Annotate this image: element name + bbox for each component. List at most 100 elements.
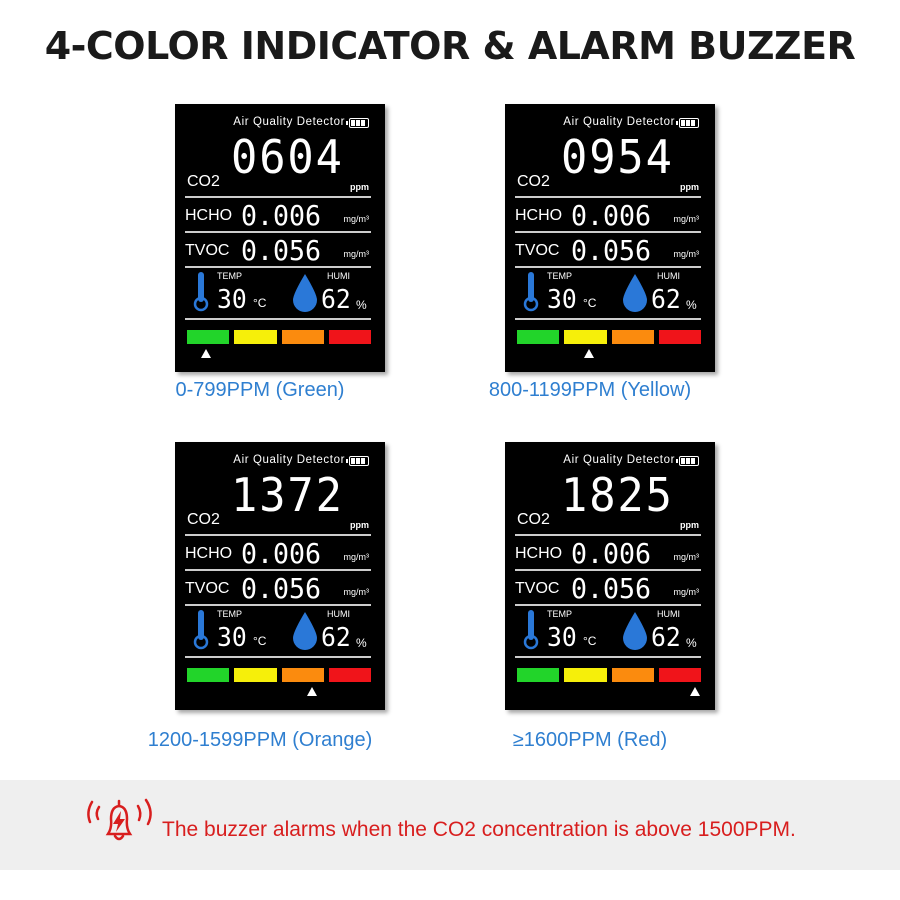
hcho-value: 0.006 xyxy=(241,537,322,570)
indicator-arrow-icon xyxy=(690,687,700,696)
humi-label: HUMI xyxy=(657,609,680,619)
co2-value: 1372 xyxy=(231,468,344,522)
temp-unit: °C xyxy=(253,634,267,648)
humi-label: HUMI xyxy=(657,271,680,281)
divider xyxy=(515,569,701,571)
indicator-bar-3 xyxy=(328,668,371,682)
tvoc-label: TVOC xyxy=(515,580,560,597)
co2-value: 1825 xyxy=(561,468,674,522)
detector-display: Air Quality Detector 0604 CO2 ppm HCHO 0… xyxy=(175,104,385,372)
indicator-bar-0 xyxy=(517,330,560,344)
indicator-bar-1 xyxy=(564,668,607,682)
ppm-unit: ppm xyxy=(350,520,369,530)
alarm-text: The buzzer alarms when the CO2 concentra… xyxy=(162,818,796,841)
temp-value: 30 xyxy=(547,285,577,315)
tvoc-value: 0.056 xyxy=(241,572,322,605)
water-drop-icon xyxy=(623,274,647,312)
tvoc-value: 0.056 xyxy=(571,234,652,267)
hcho-label: HCHO xyxy=(515,545,563,562)
temp-label: TEMP xyxy=(547,271,573,281)
humi-value: 62 xyxy=(651,623,681,653)
hcho-unit: mg/m³ xyxy=(673,552,700,562)
indicator-bar-3 xyxy=(658,668,701,682)
humi-value: 62 xyxy=(321,623,351,653)
thermometer-icon xyxy=(193,272,209,312)
divider xyxy=(185,534,371,536)
water-drop-icon xyxy=(293,612,317,650)
indicator-arrow-icon xyxy=(584,349,594,358)
humi-unit: % xyxy=(356,636,367,650)
co2-label: CO2 xyxy=(187,173,220,190)
tvoc-label: TVOC xyxy=(515,242,560,259)
indicator-bar-1 xyxy=(234,668,277,682)
divider xyxy=(185,266,371,268)
display-title: Air Quality Detector xyxy=(233,454,345,466)
divider xyxy=(515,196,701,198)
co2-label: CO2 xyxy=(517,511,550,528)
indicator-bar-2 xyxy=(611,668,654,682)
temp-unit: °C xyxy=(253,296,267,310)
color-indicator-bar xyxy=(517,668,701,682)
temp-value: 30 xyxy=(217,285,247,315)
divider xyxy=(515,266,701,268)
temp-unit: °C xyxy=(583,634,597,648)
range-caption: ≥1600PPM (Red) xyxy=(512,729,668,751)
indicator-bar-2 xyxy=(611,330,654,344)
display-title: Air Quality Detector xyxy=(563,116,675,128)
hcho-label: HCHO xyxy=(515,207,563,224)
battery-icon xyxy=(346,456,369,466)
hcho-value: 0.006 xyxy=(241,199,322,232)
divider xyxy=(515,656,701,658)
temp-label: TEMP xyxy=(217,609,243,619)
thermometer-icon xyxy=(523,610,539,650)
temp-label: TEMP xyxy=(547,609,573,619)
temp-value: 30 xyxy=(217,623,247,653)
hcho-label: HCHO xyxy=(185,207,233,224)
ppm-unit: ppm xyxy=(680,182,699,192)
indicator-bar-0 xyxy=(517,668,560,682)
battery-icon xyxy=(676,118,699,128)
tvoc-unit: mg/m³ xyxy=(673,587,700,597)
indicator-arrow-icon xyxy=(307,687,317,696)
color-indicator-bar xyxy=(517,330,701,344)
range-caption: 1200-1599PPM (Orange) xyxy=(147,729,373,751)
temp-value: 30 xyxy=(547,623,577,653)
hcho-unit: mg/m³ xyxy=(673,214,700,224)
divider xyxy=(515,318,701,320)
tvoc-unit: mg/m³ xyxy=(673,249,700,259)
water-drop-icon xyxy=(623,612,647,650)
display-title: Air Quality Detector xyxy=(233,116,345,128)
divider xyxy=(185,318,371,320)
divider xyxy=(185,196,371,198)
tvoc-unit: mg/m³ xyxy=(343,587,370,597)
indicator-bar-3 xyxy=(328,330,371,344)
range-caption: 0-799PPM (Green) xyxy=(175,379,345,401)
water-drop-icon xyxy=(293,274,317,312)
divider xyxy=(515,604,701,606)
tvoc-value: 0.056 xyxy=(571,572,652,605)
temp-unit: °C xyxy=(583,296,597,310)
tvoc-value: 0.056 xyxy=(241,234,322,267)
humi-label: HUMI xyxy=(327,609,350,619)
divider xyxy=(185,604,371,606)
hcho-value: 0.006 xyxy=(571,199,652,232)
thermometer-icon xyxy=(523,272,539,312)
alarm-band xyxy=(0,780,900,870)
indicator-bar-0 xyxy=(187,668,230,682)
divider xyxy=(185,656,371,658)
divider xyxy=(185,569,371,571)
display-title: Air Quality Detector xyxy=(563,454,675,466)
ppm-unit: ppm xyxy=(680,520,699,530)
indicator-bar-3 xyxy=(658,330,701,344)
tvoc-unit: mg/m³ xyxy=(343,249,370,259)
color-indicator-bar xyxy=(187,330,371,344)
hcho-value: 0.006 xyxy=(571,537,652,570)
tvoc-label: TVOC xyxy=(185,242,230,259)
divider xyxy=(515,231,701,233)
divider xyxy=(515,534,701,536)
detector-display: Air Quality Detector 1372 CO2 ppm HCHO 0… xyxy=(175,442,385,710)
thermometer-icon xyxy=(193,610,209,650)
battery-icon xyxy=(676,456,699,466)
range-caption: 800-1199PPM (Yellow) xyxy=(488,379,692,401)
hcho-label: HCHO xyxy=(185,545,233,562)
